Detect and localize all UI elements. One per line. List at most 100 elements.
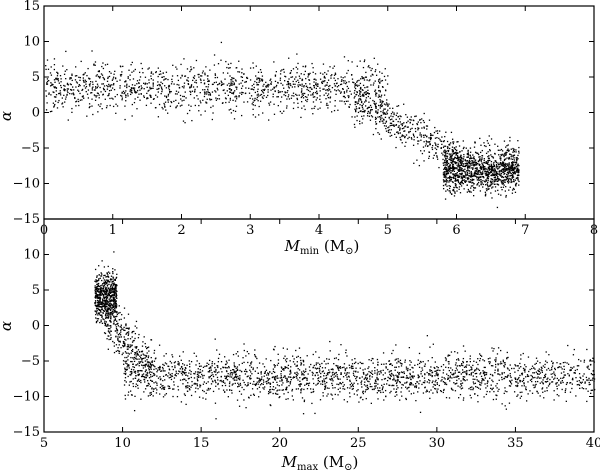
top-scatter-point xyxy=(167,101,169,103)
top-scatter-point xyxy=(487,157,490,159)
top-scatter-point xyxy=(59,94,62,96)
bottom-scatter-point xyxy=(253,394,255,396)
bottom-scatter-point xyxy=(131,331,133,334)
bottom-scatter-point xyxy=(334,393,336,396)
top-scatter-point xyxy=(88,78,91,80)
top-scatter-point xyxy=(457,176,459,178)
top-scatter-point xyxy=(511,167,513,170)
top-scatter-point xyxy=(498,154,500,156)
top-scatter-point xyxy=(510,162,513,164)
top-scatter-point xyxy=(231,92,233,94)
top-scatter-point xyxy=(375,111,377,113)
top-scatter-point xyxy=(484,184,487,186)
bottom-scatter-point xyxy=(103,274,105,277)
top-scatter-point xyxy=(445,164,447,166)
bottom-scatter-point xyxy=(283,357,285,360)
top-scatter-point xyxy=(510,158,512,160)
bottom-scatter-point xyxy=(539,382,541,384)
top-scatter-point xyxy=(387,127,389,129)
bottom-scatter-point xyxy=(112,277,115,279)
top-scatter-point xyxy=(302,97,305,99)
top-scatter-point xyxy=(436,158,439,160)
top-scatter-point xyxy=(52,83,54,86)
top-scatter-point xyxy=(170,90,172,93)
top-scatter-point xyxy=(485,171,487,173)
bottom-scatter-point xyxy=(394,369,396,371)
top-scatter-point xyxy=(479,151,482,154)
bottom-scatter-point xyxy=(103,299,106,301)
bottom-scatter-point xyxy=(551,365,554,367)
top-scatter-point xyxy=(375,110,377,112)
top-scatter-point xyxy=(509,166,511,169)
bottom-scatter-point xyxy=(503,365,505,367)
bottom-scatter-point xyxy=(146,346,149,349)
bottom-scatter-point xyxy=(119,334,122,336)
bottom-scatter-point xyxy=(589,383,591,386)
bottom-scatter-point xyxy=(114,307,116,310)
bottom-scatter-point xyxy=(120,347,122,349)
bottom-scatter-point xyxy=(563,368,565,371)
top-scatter-point xyxy=(515,182,518,184)
top-scatter-point xyxy=(491,168,493,170)
top-scatter-point xyxy=(449,157,451,159)
top-scatter-point xyxy=(69,83,72,85)
top-scatter-point xyxy=(505,169,507,171)
top-scatter-point xyxy=(491,197,493,199)
top-scatter-point xyxy=(175,106,177,108)
top-scatter-point xyxy=(86,93,89,95)
bottom-scatter-point xyxy=(145,385,148,387)
bottom-scatter-point xyxy=(274,387,277,389)
bottom-scatter-point xyxy=(519,374,521,377)
bottom-scatter-point xyxy=(537,376,539,378)
bottom-scatter-point xyxy=(171,375,174,377)
top-scatter-point xyxy=(501,165,503,167)
top-scatter-point xyxy=(389,124,391,127)
bottom-scatter-point xyxy=(372,358,374,360)
top-scatter-point xyxy=(255,65,257,67)
top-scatter-point xyxy=(356,103,358,105)
bottom-scatter-point xyxy=(103,279,106,281)
top-scatter-point xyxy=(284,75,286,77)
bottom-scatter-point xyxy=(495,394,497,396)
bottom-scatter-point xyxy=(99,290,102,292)
top-scatter-point xyxy=(93,94,96,96)
top-scatter-point xyxy=(168,85,171,87)
top-scatter-point xyxy=(500,159,502,161)
top-scatter-point xyxy=(303,92,306,95)
top-scatter-point xyxy=(146,92,148,95)
bottom-scatter-point xyxy=(470,374,472,376)
top-scatter-point xyxy=(425,140,427,142)
top-scatter-point xyxy=(429,143,432,145)
bottom-scatter-point xyxy=(105,302,107,304)
top-scatter-point xyxy=(445,168,448,170)
top-scatter-point xyxy=(432,134,434,137)
bottom-scatter-point xyxy=(317,379,320,382)
top-scatter-point xyxy=(458,168,460,171)
top-scatter-point xyxy=(89,81,92,83)
bottom-scatter-point xyxy=(215,385,217,387)
bottom-scatter-point xyxy=(95,320,98,323)
bottom-scatter-point xyxy=(456,369,458,371)
top-scatter-point xyxy=(381,72,383,74)
top-scatter-point xyxy=(492,163,495,165)
bottom-scatter-point xyxy=(132,357,134,359)
bottom-scatter-point xyxy=(104,290,106,293)
bottom-scatter-point xyxy=(114,319,117,321)
bottom-scatter-point xyxy=(499,363,501,365)
bottom-scatter-point xyxy=(114,283,116,285)
top-scatter-point xyxy=(298,94,300,96)
top-scatter-point xyxy=(412,144,415,146)
top-scatter-point xyxy=(161,76,163,78)
top-scatter-point xyxy=(46,83,48,85)
top-scatter-point xyxy=(290,84,292,87)
bottom-scatter-point xyxy=(113,319,115,321)
top-scatter-point xyxy=(66,88,69,90)
top-scatter-point xyxy=(138,93,140,95)
bottom-scatter-point xyxy=(113,290,115,292)
top-scatter-point xyxy=(45,90,47,92)
top-scatter-point xyxy=(127,95,129,97)
bottom-scatter-point xyxy=(185,387,187,389)
top-scatter-point xyxy=(218,83,220,85)
top-scatter-point xyxy=(336,86,339,88)
bottom-scatter-point xyxy=(276,375,279,377)
